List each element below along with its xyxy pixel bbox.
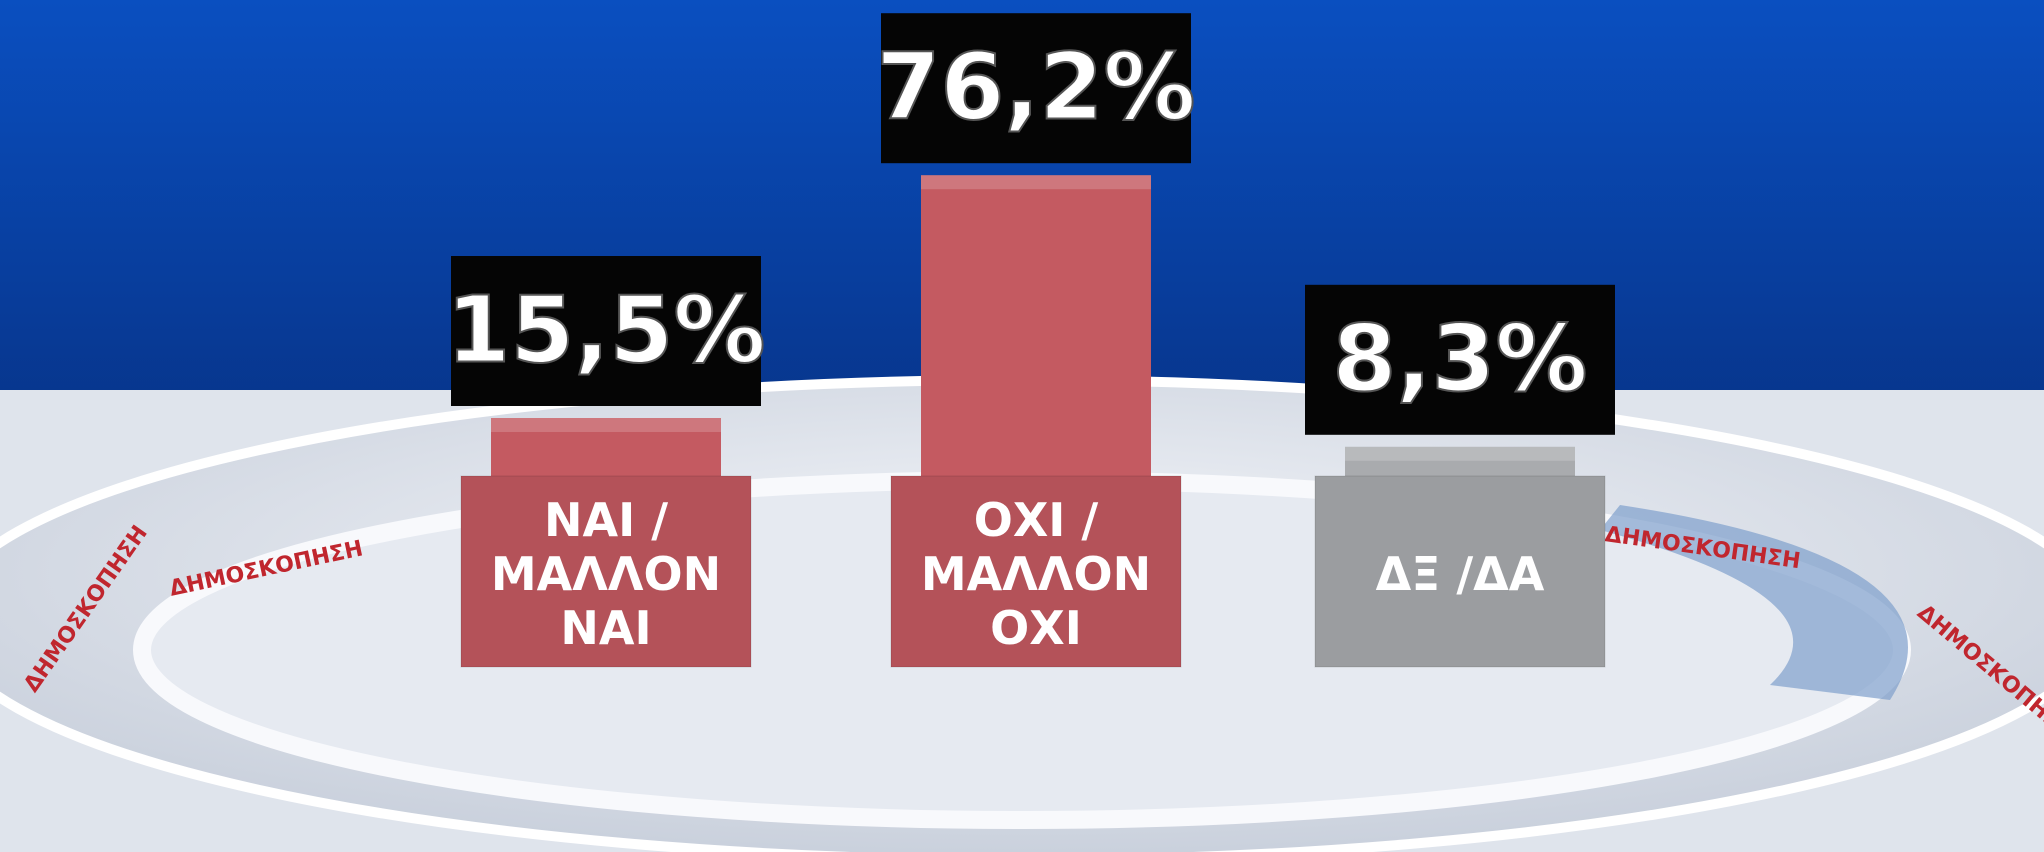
bar bbox=[491, 418, 721, 480]
bar-base-shade bbox=[461, 476, 751, 667]
bar-base bbox=[460, 475, 752, 668]
value-label-box bbox=[881, 13, 1191, 164]
ring-arrow bbox=[1600, 505, 1908, 700]
bar-top bbox=[491, 418, 721, 432]
value-label-box bbox=[1305, 284, 1615, 435]
bar-base bbox=[1314, 475, 1606, 668]
value-label-box bbox=[451, 256, 761, 406]
value-label: 8,3% bbox=[1332, 305, 1587, 412]
bar-base-shade bbox=[1315, 476, 1605, 667]
bar bbox=[921, 175, 1151, 480]
bar bbox=[1345, 446, 1575, 480]
value-label: 76,2% bbox=[876, 34, 1195, 141]
category-label: ΔΞ /ΔΑ bbox=[1375, 546, 1545, 601]
category-label: ΟΧΙ / ΜΑΛΛΟΝ ΟΧΙ bbox=[920, 492, 1152, 655]
bar-top bbox=[921, 175, 1151, 190]
bar-base bbox=[890, 475, 1182, 668]
bar-top bbox=[1345, 446, 1575, 461]
bar-base-shade bbox=[891, 476, 1181, 667]
value-label: 15,5% bbox=[446, 276, 765, 383]
category-label: ΝΑΙ / ΜΑΛΛΟΝ ΝΑΙ bbox=[490, 492, 722, 655]
